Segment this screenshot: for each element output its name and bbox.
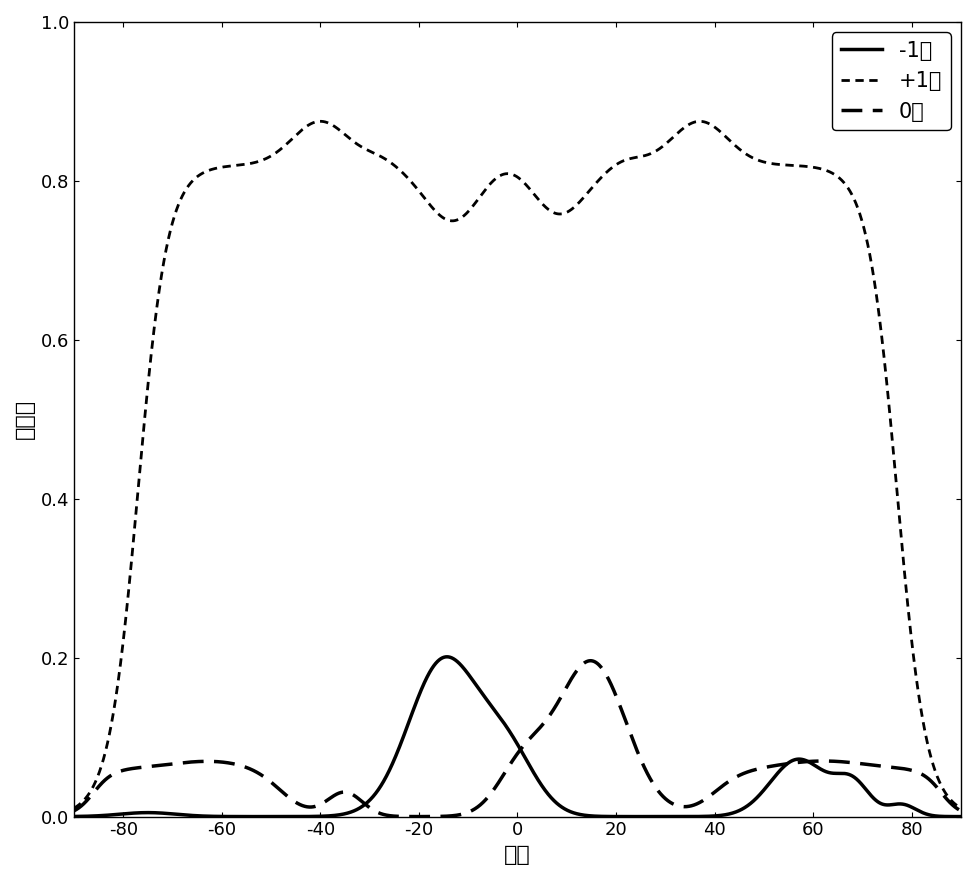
+1级	[441, 215, 453, 225]
-1级	[68, 811, 80, 822]
-1级	[448, 654, 460, 664]
Legend: -1级, +1级, 0级: -1级, +1级, 0级	[833, 33, 951, 130]
0级	[448, 810, 460, 821]
0级	[68, 805, 80, 816]
+1级	[490, 173, 502, 184]
-1级	[647, 811, 659, 822]
Line: -1级: -1级	[74, 656, 961, 817]
+1级	[448, 216, 460, 226]
-1级	[441, 651, 453, 662]
+1级	[956, 803, 967, 813]
0级	[884, 762, 896, 773]
Y-axis label: 透射率: 透射率	[15, 400, 35, 439]
0级	[712, 783, 724, 794]
+1级	[884, 408, 896, 419]
-1级	[884, 800, 896, 810]
0级	[956, 805, 967, 816]
-1级	[956, 811, 967, 822]
X-axis label: 角度: 角度	[504, 845, 531, 865]
-1级	[441, 651, 453, 662]
-1级	[490, 707, 502, 717]
Line: +1级: +1级	[74, 121, 961, 808]
+1级	[314, 116, 326, 127]
0级	[413, 811, 425, 822]
0级	[585, 656, 596, 666]
-1级	[928, 810, 940, 821]
+1级	[712, 125, 724, 136]
0级	[490, 781, 502, 792]
+1级	[928, 762, 940, 773]
-1级	[712, 810, 724, 821]
0级	[928, 779, 940, 789]
+1级	[68, 803, 80, 813]
0级	[441, 810, 453, 821]
Line: 0级: 0级	[74, 661, 961, 817]
